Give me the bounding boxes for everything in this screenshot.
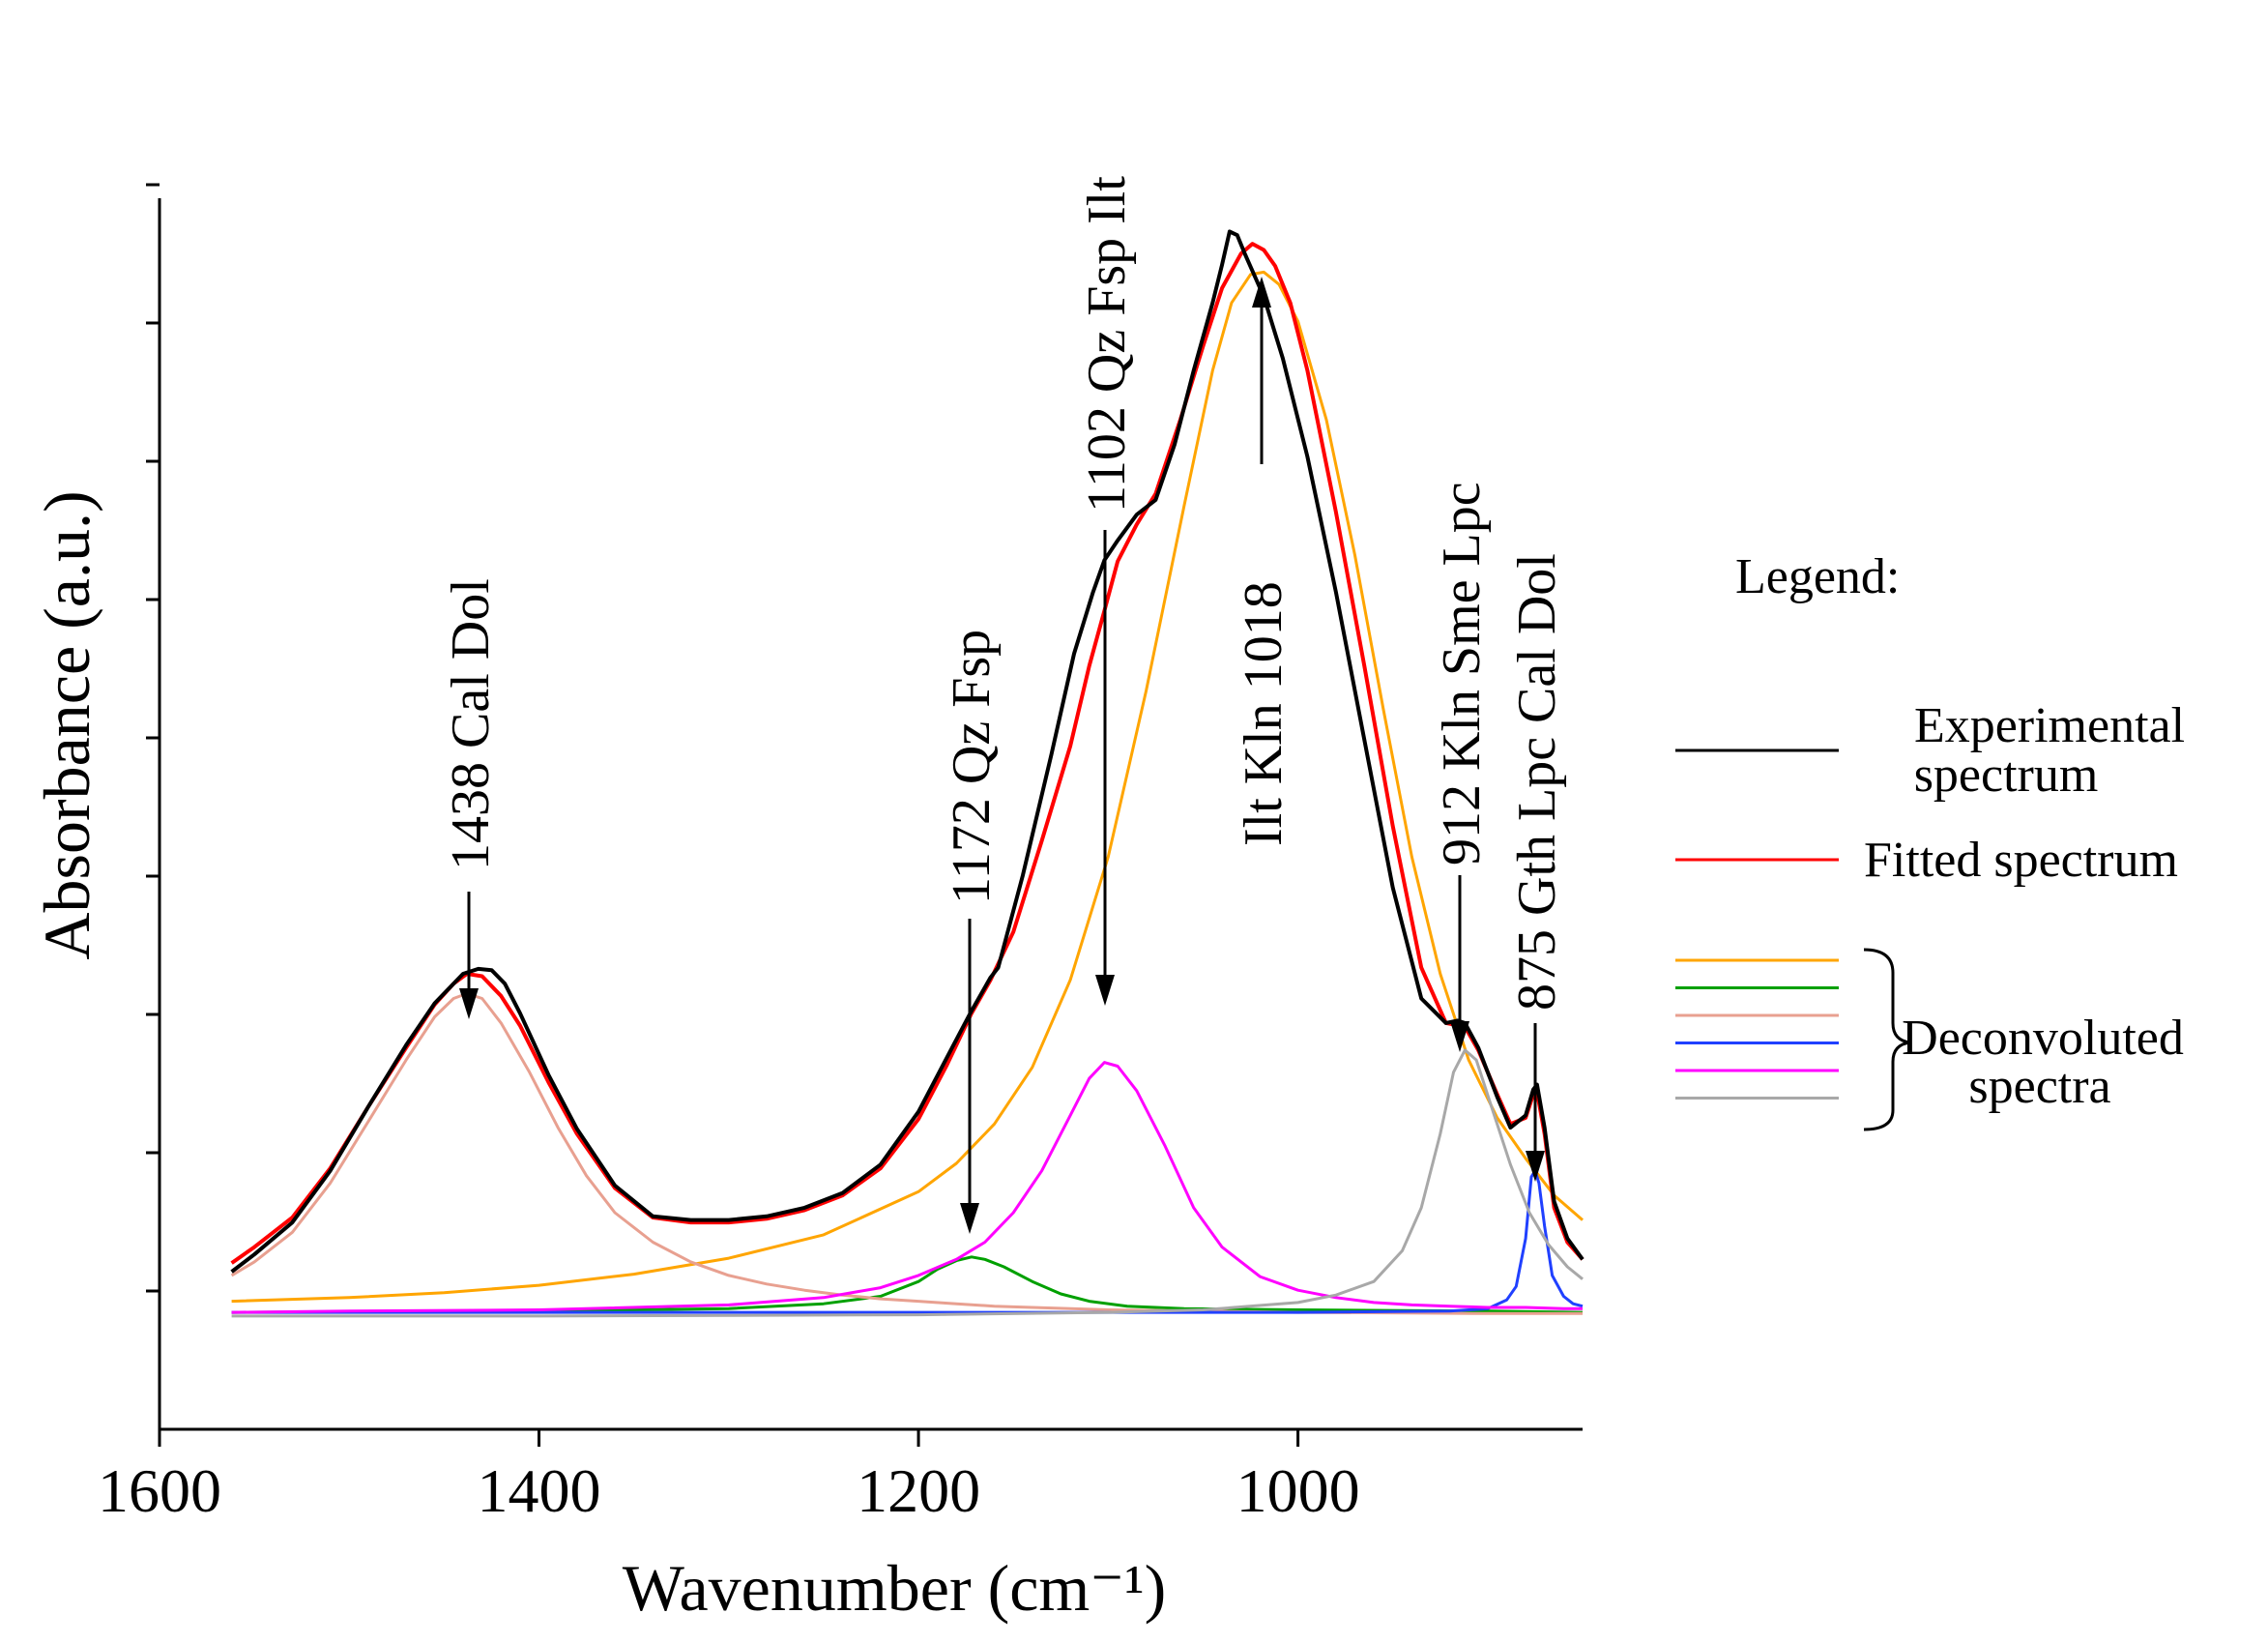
series-layer xyxy=(230,229,1585,1318)
x-axis-title: Wavenumber (cm⁻¹) xyxy=(623,1551,1166,1625)
annotation-arrowhead-912 xyxy=(1450,1021,1469,1052)
annotation-1438: 1438 Cal Dol xyxy=(441,578,501,1019)
series-line-deconvoluted-component-1018 xyxy=(231,270,1584,1304)
legend-label-experimental-1: Experimental xyxy=(1914,698,2185,753)
x-tick-label: 1000 xyxy=(1236,1456,1360,1525)
annotation-912: 912 Kln Sme Lpc xyxy=(1432,482,1492,1052)
series-line-deconvoluted-component-912 xyxy=(231,1048,1584,1318)
x-tick-label: 1200 xyxy=(857,1456,980,1525)
x-ticks: 1600 1400 1200 1000 xyxy=(98,1429,1360,1525)
y-ticks xyxy=(146,183,160,1293)
series-line-fitted-spectrum xyxy=(230,242,1585,1265)
series-line-deconvoluted-component-1102 xyxy=(231,1061,1583,1314)
legend-label-fitted: Fitted spectrum xyxy=(1864,833,2178,888)
annotation-label-912: 912 Kln Sme Lpc xyxy=(1432,482,1492,866)
annotation-arrowhead-1018 xyxy=(1252,277,1271,308)
legend: Legend: Experimental spectrum Fitted spe… xyxy=(1675,549,2185,1131)
annotation-arrowhead-875 xyxy=(1526,1151,1545,1182)
annotation-arrowhead-1102 xyxy=(1095,975,1115,1006)
legend-brace xyxy=(1863,948,1911,1131)
legend-label-deconvoluted-1: Deconvoluted xyxy=(1902,1011,2184,1066)
legend-label-experimental-2: spectrum xyxy=(1914,748,2099,803)
annotation-1018: Ilt Kln 1018 xyxy=(1234,277,1294,846)
annotation-1102: 1102 Qz Fsp Ilt xyxy=(1077,176,1137,1006)
annotation-label-1102: 1102 Qz Fsp Ilt xyxy=(1077,176,1137,513)
legend-label-deconvoluted-2: spectra xyxy=(1968,1059,2110,1114)
series-line-deconvoluted-component-875 xyxy=(231,1169,1584,1314)
y-axis-title: Absorbance (a.u.) xyxy=(30,490,103,959)
annotation-label-1018: Ilt Kln 1018 xyxy=(1234,581,1294,846)
series-line-deconvoluted-component-1438 xyxy=(230,991,1583,1315)
annotation-label-875: 875 Gth Lpc Cal Dol xyxy=(1507,553,1567,1011)
legend-heading: Legend: xyxy=(1735,549,1900,604)
annotation-arrowhead-1438 xyxy=(459,988,479,1019)
annotation-label-1172: 1172 Qz Fsp xyxy=(942,630,1002,904)
annotation-1172: 1172 Qz Fsp xyxy=(942,630,1002,1234)
annotation-label-1438: 1438 Cal Dol xyxy=(441,578,501,870)
x-tick-label: 1600 xyxy=(98,1456,221,1525)
annotation-arrowhead-1172 xyxy=(960,1203,979,1234)
annotation-layer: 1438 Cal Dol 1172 Qz Fsp 1102 Qz Fsp Ilt… xyxy=(441,176,1567,1234)
series-line-deconvoluted-component-1172 xyxy=(231,1255,1584,1314)
axes xyxy=(158,198,1583,1431)
x-tick-label: 1400 xyxy=(478,1456,601,1525)
annotation-875: 875 Gth Lpc Cal Dol xyxy=(1507,553,1567,1182)
legend-deconvoluted-swatches xyxy=(1675,958,1839,1100)
